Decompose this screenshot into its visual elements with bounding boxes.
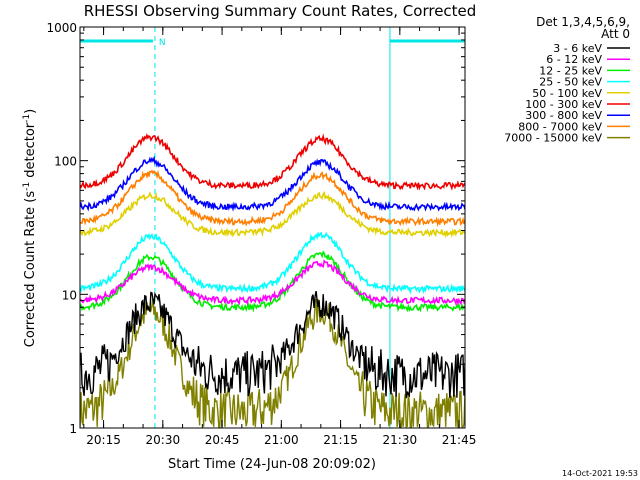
plot-frame: [79, 26, 466, 429]
legend-label: 100 - 300 keV: [525, 98, 602, 111]
legend-label: 50 - 100 keV: [532, 87, 602, 100]
footer-date: 14-Oct-2021 19:53: [562, 469, 638, 478]
x-tick-label: 20:30: [146, 433, 181, 447]
series-line-800to7000keV: [80, 169, 465, 228]
series-line-3to6keV: [80, 290, 465, 399]
y-axis-label-sup2: -1: [22, 114, 32, 123]
series-line-6to12keV: [80, 259, 465, 307]
y-axis-label-mid: detector: [23, 122, 38, 182]
x-axis-label: Start Time (24-Jun-08 20:09:02): [168, 457, 376, 472]
series-line-50to100keV: [80, 190, 465, 239]
legend-label: 6 - 12 keV: [546, 53, 602, 66]
series-line-300to800keV: [80, 155, 465, 212]
series-line-25to50keV: [80, 231, 465, 295]
legend-label: 12 - 25 keV: [539, 64, 602, 77]
series-line-100to300keV: [80, 132, 465, 191]
legend-header-line2: Att 0: [601, 27, 630, 41]
x-tick-label: 21:30: [383, 433, 418, 447]
series-line-7000to15000keV: [80, 298, 465, 428]
series-line-12to25keV: [80, 250, 465, 313]
legend-label: 800 - 7000 keV: [518, 120, 602, 133]
x-tick-label: 21:45: [442, 433, 477, 447]
y-axis-label: Corrected Count Rate (s-1 detector-1): [22, 109, 38, 347]
x-tick-label: 20:15: [86, 433, 121, 447]
legend-label: 7000 - 15000 keV: [504, 132, 602, 145]
y-tick-label: 1000: [46, 21, 77, 35]
legend-label: 25 - 50 keV: [539, 76, 602, 89]
legend-label: 3 - 6 keV: [553, 42, 602, 55]
y-tick-label: 100: [54, 155, 77, 169]
legend-label: 300 - 800 keV: [525, 109, 602, 122]
y-tick-label: 10: [62, 288, 77, 302]
x-tick-label: 21:15: [323, 433, 358, 447]
legend-header-line1: Det 1,3,4,5,6,9,: [536, 15, 630, 29]
y-tick-label: 1: [69, 422, 77, 436]
y-axis-label-sup1: -1: [22, 182, 32, 191]
chart-title: RHESSI Observing Summary Count Rates, Co…: [84, 2, 477, 20]
y-axis-label-main: Corrected Count Rate (s: [23, 191, 38, 348]
y-axis-label-end: ): [23, 109, 38, 114]
x-tick-label: 21:00: [264, 433, 299, 447]
flag-label: N: [159, 38, 166, 48]
x-tick-label: 20:45: [205, 433, 240, 447]
